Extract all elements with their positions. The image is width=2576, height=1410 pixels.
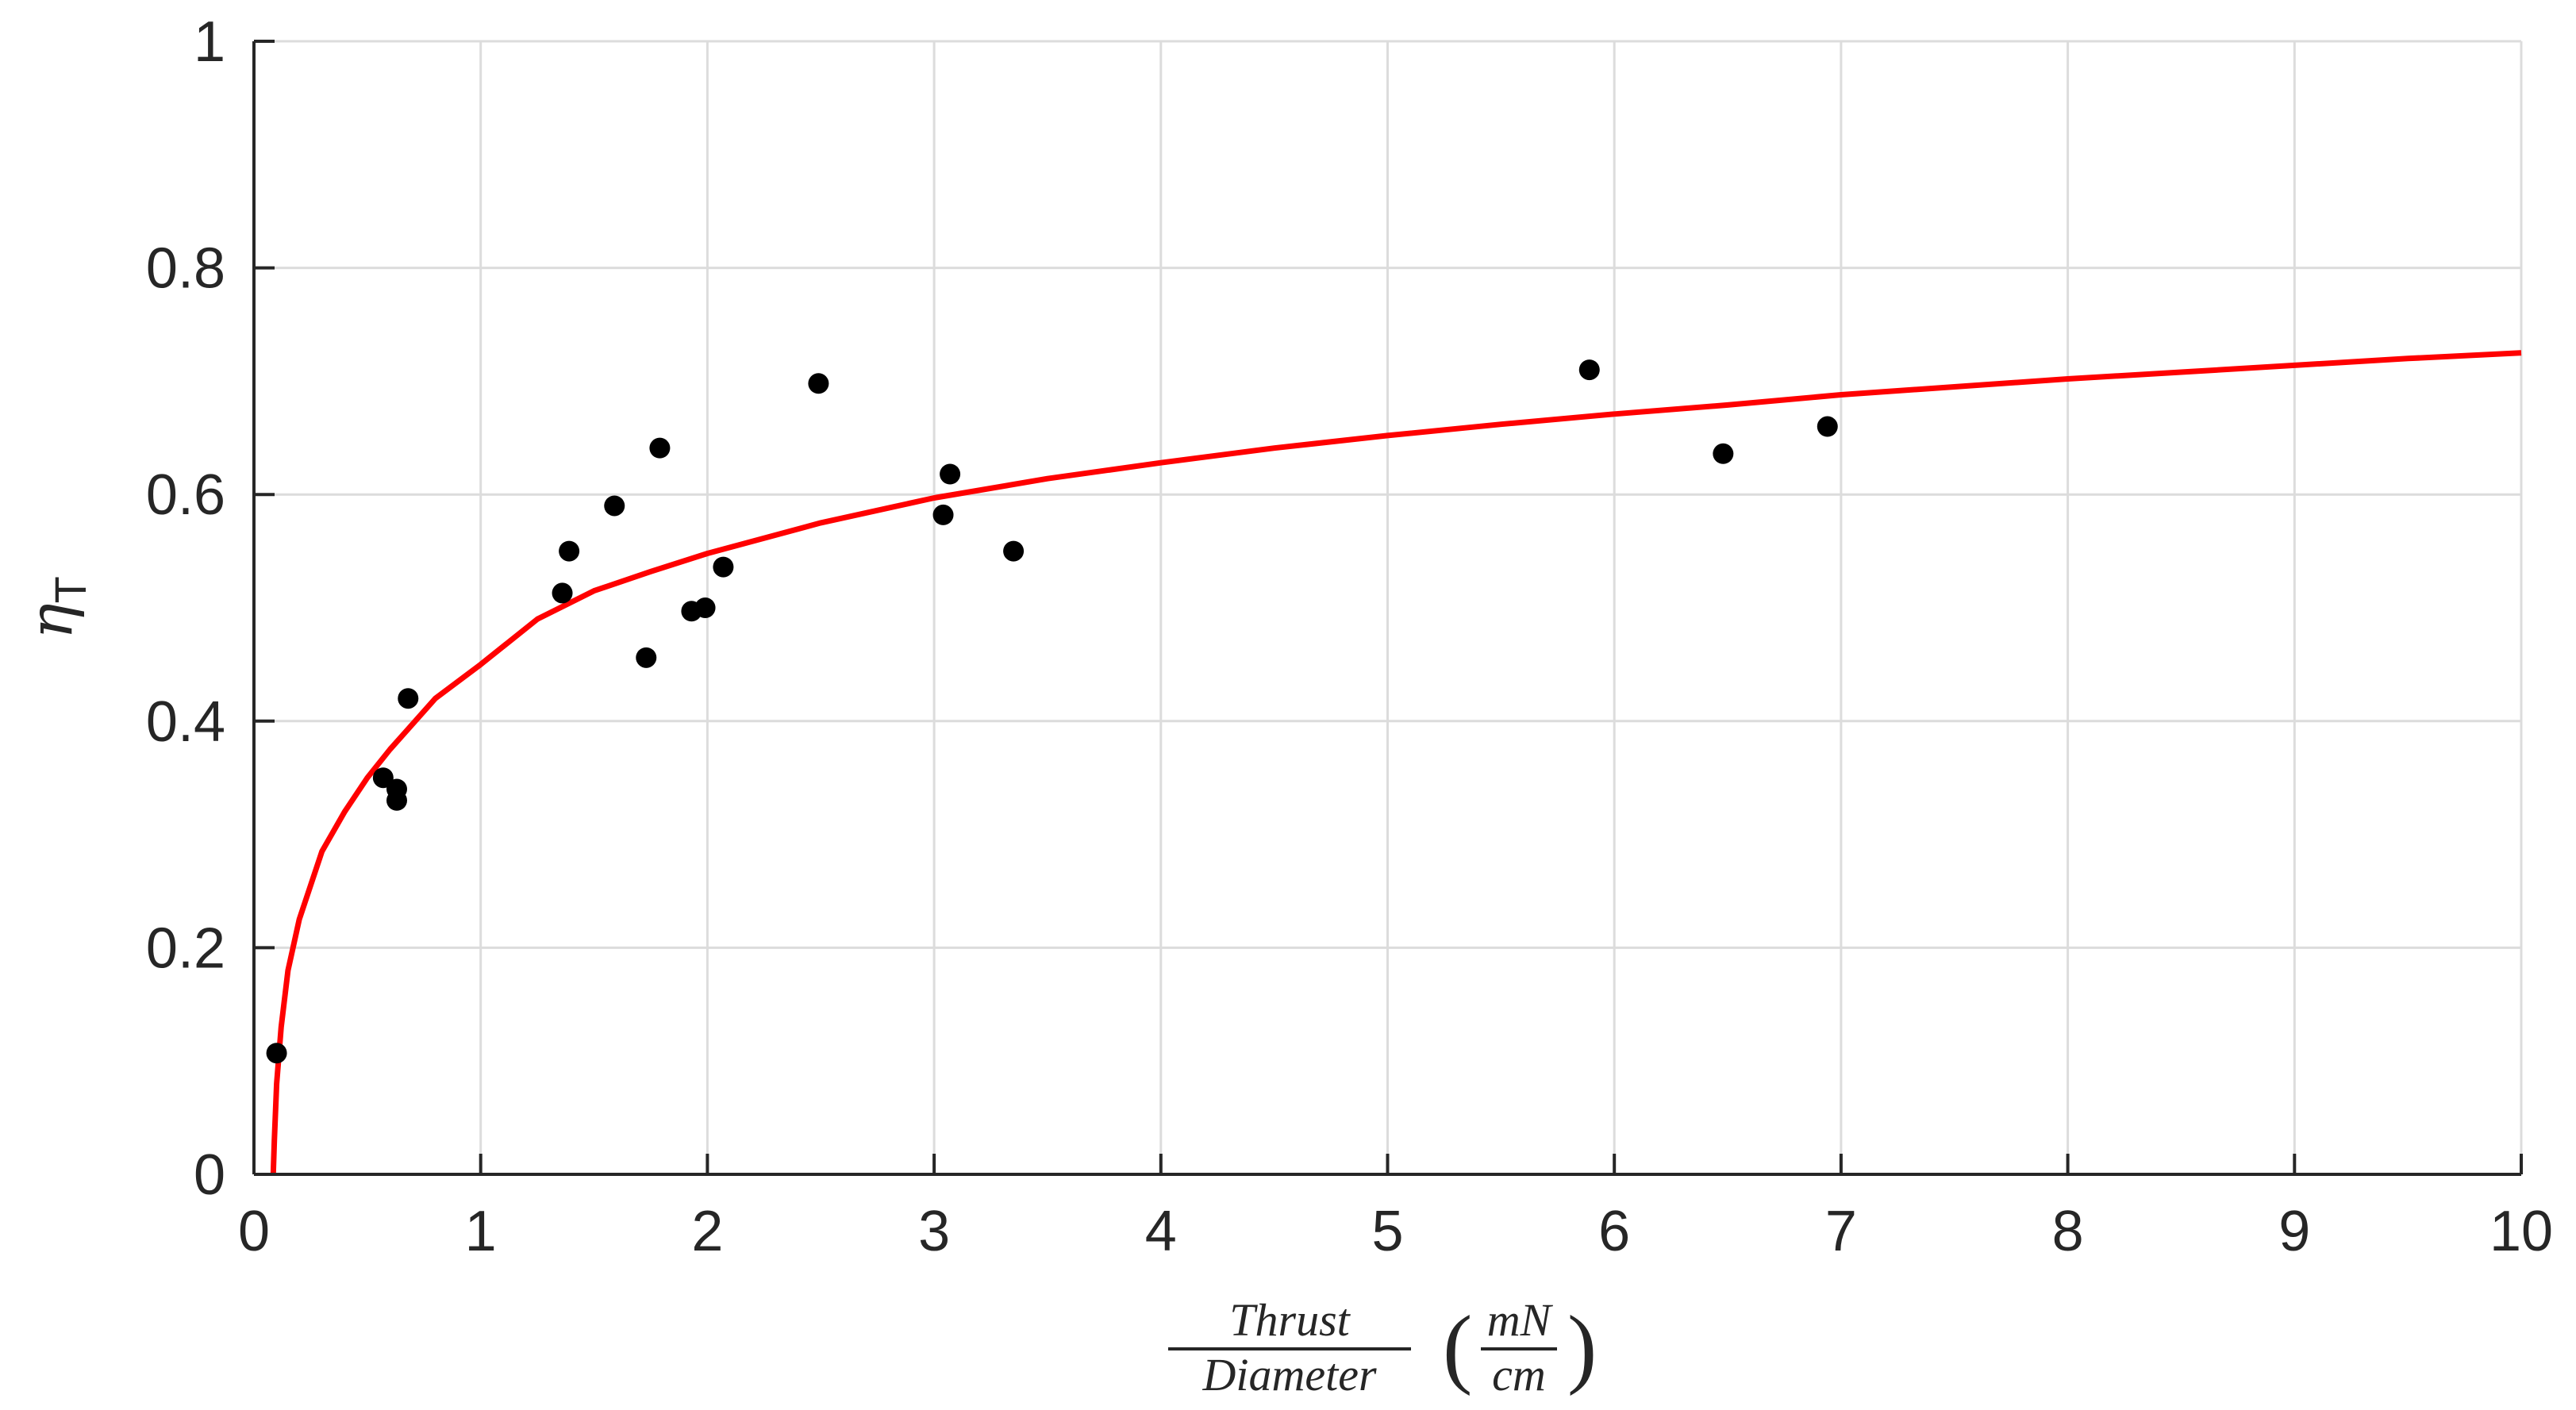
data-point-17: [1578, 359, 1600, 381]
y-tick-label-2: 0.4: [146, 690, 225, 754]
y-tick-label-4: 0.8: [146, 237, 225, 301]
data-point-5: [552, 582, 573, 604]
fit-curve-group: [270, 350, 2522, 1175]
x-tick-label-9: 9: [2278, 1200, 2310, 1263]
data-point-7: [604, 495, 625, 517]
x-tick-label-6: 6: [1598, 1200, 1630, 1263]
svg-text:ηT: ηT: [15, 576, 95, 640]
fit-curve: [270, 350, 2522, 1175]
data-point-6: [559, 540, 580, 562]
x-tick-label-2: 2: [691, 1200, 723, 1263]
data-point-14: [932, 504, 954, 525]
x-tick-label-10: 10: [2489, 1200, 2553, 1263]
x-label-unit-denominator: cm: [1492, 1349, 1546, 1400]
y-axis-label: ηT: [15, 576, 95, 640]
x-tick-label-8: 8: [2052, 1200, 2084, 1263]
x-axis-label: Thrust Diameter ( mN cm ): [1168, 1294, 1597, 1400]
data-point-19: [1817, 416, 1838, 437]
x-label-close-paren: ): [1567, 1298, 1597, 1397]
x-tick-label-4: 4: [1145, 1200, 1177, 1263]
data-point-16: [1003, 540, 1025, 562]
data-point-18: [1713, 443, 1734, 464]
x-label-unit-numerator: mN: [1487, 1294, 1554, 1346]
data-point-8: [636, 647, 657, 668]
data-point-4: [398, 688, 419, 709]
x-tick-label-1: 1: [465, 1200, 497, 1263]
y-tick-label-1: 0.2: [146, 916, 225, 980]
x-tick-label-0: 0: [238, 1200, 270, 1263]
data-point-0: [266, 1043, 287, 1064]
data-point-11: [694, 597, 716, 618]
y-tick-label-3: 0.6: [146, 463, 225, 527]
data-point-12: [713, 556, 734, 578]
x-tick-label-7: 7: [1825, 1200, 1857, 1263]
data-point-13: [808, 373, 829, 394]
y-label-symbol: η: [15, 603, 86, 640]
grid: [252, 40, 2523, 1176]
x-tick-label-5: 5: [1371, 1200, 1403, 1263]
scatter-points: [266, 359, 1838, 1064]
data-point-3: [386, 790, 407, 811]
data-point-15: [940, 463, 961, 485]
y-tick-label-5: 1: [194, 10, 225, 74]
x-label-numerator: Thrust: [1229, 1294, 1351, 1346]
x-label-open-paren: (: [1443, 1298, 1472, 1397]
axes: [252, 40, 2523, 1176]
y-tick-label-0: 0: [194, 1143, 225, 1207]
y-label-subscript: T: [45, 576, 95, 603]
x-tick-labels: 0 1 2 3 4 5 6 7 8 9 10: [238, 1200, 2553, 1263]
x-tick-label-3: 3: [918, 1200, 950, 1263]
data-point-9: [649, 437, 671, 459]
y-tick-labels: 0 0.2 0.4 0.6 0.8 1: [146, 10, 225, 1207]
data-point-1: [372, 767, 394, 789]
x-label-denominator: Diameter: [1201, 1349, 1376, 1400]
